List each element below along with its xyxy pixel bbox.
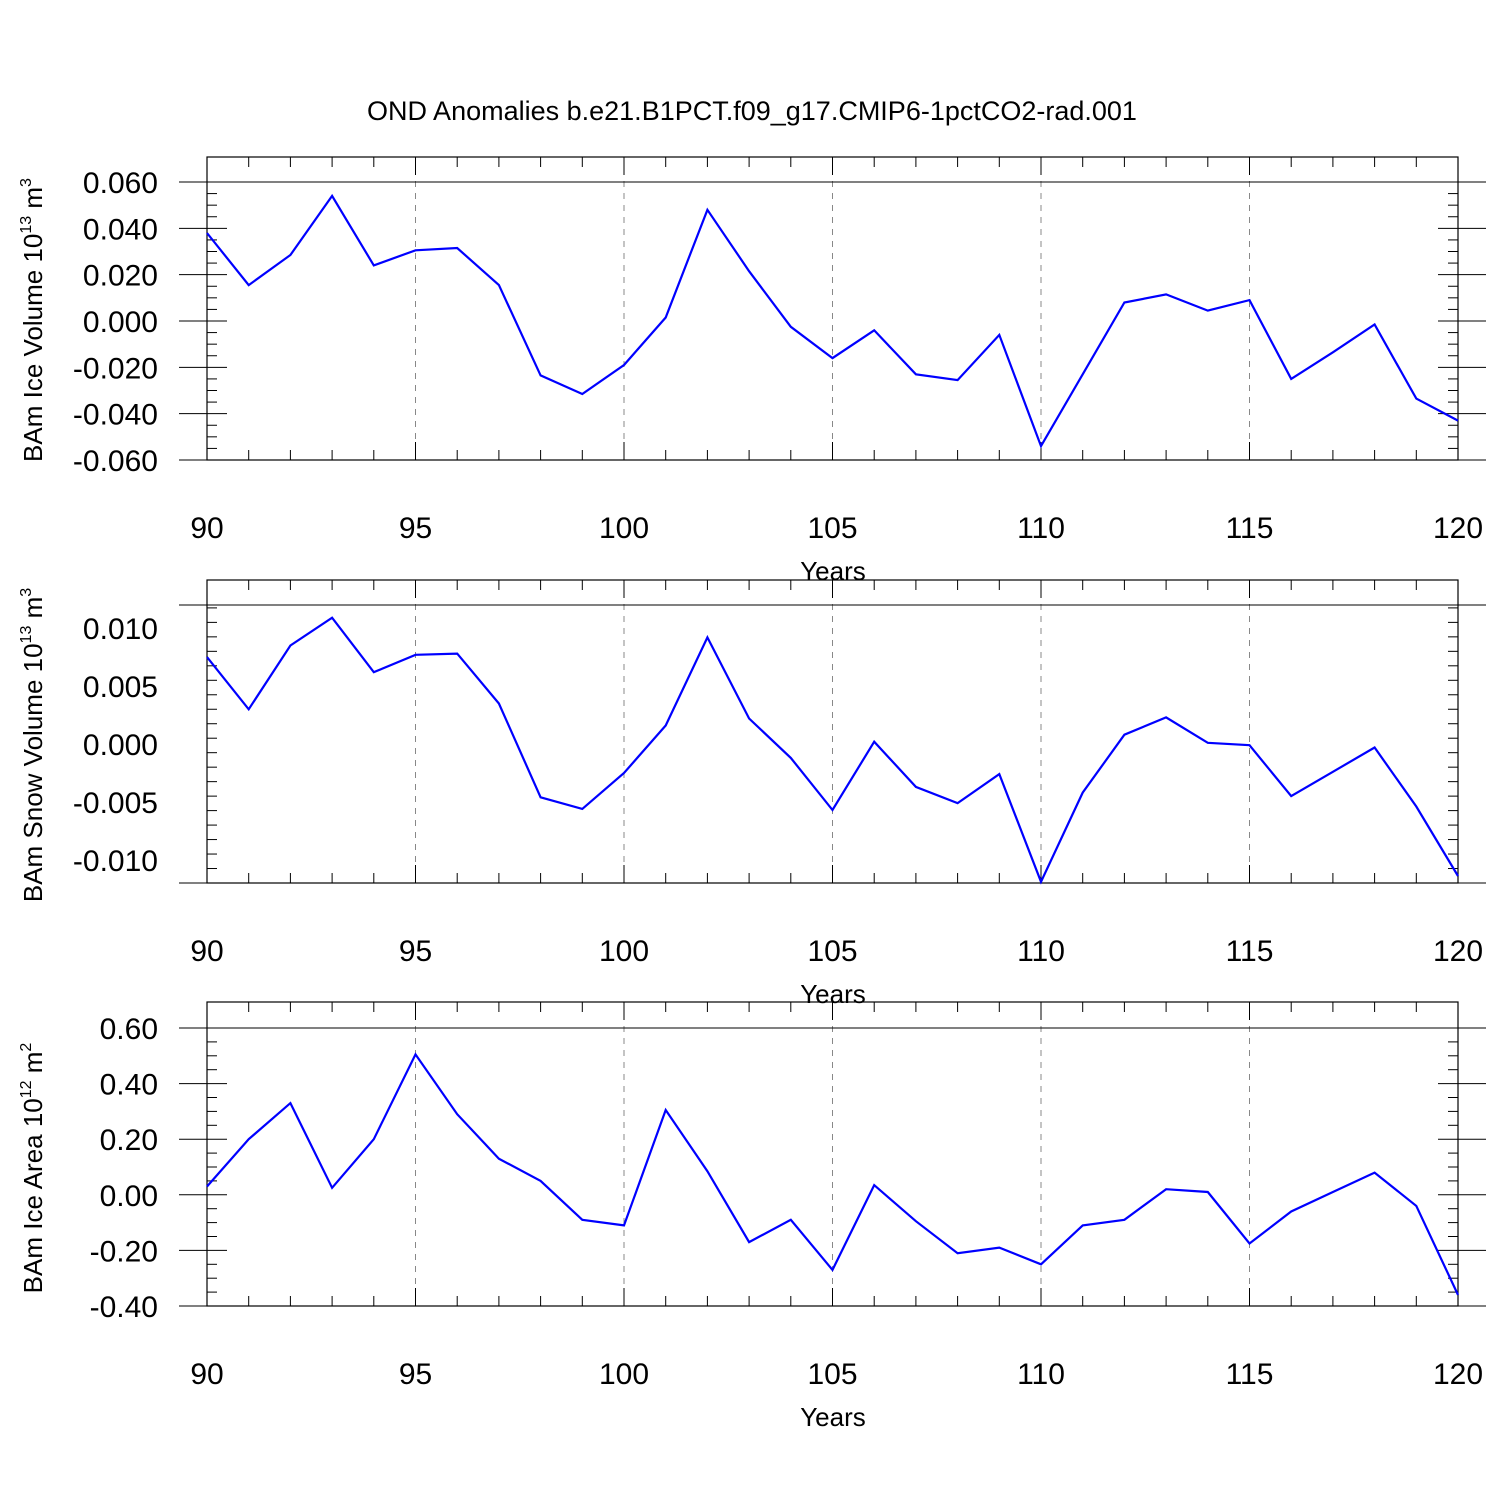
p1-xtick-label: 105 bbox=[807, 935, 857, 968]
p0-ytick-label: -0.040 bbox=[73, 399, 158, 432]
panel-ice-area: 90 95 100 105 110 115 120 Years -0.40 -0.20 0.00 0.… bbox=[18, 1001, 1486, 1432]
p0-ytick-label: 0.020 bbox=[83, 260, 158, 293]
p2-xtick-label: 95 bbox=[399, 1358, 432, 1391]
p0-xtick-label: 120 bbox=[1433, 512, 1483, 545]
panel-ice-volume: 90 95 100 105 110 115 120Years-0.060-0.040-0.0… bbox=[18, 156, 1486, 586]
p2-ytick-label: -0.40 bbox=[90, 1291, 158, 1324]
p1-ytick-label: 0.000 bbox=[83, 729, 158, 762]
p2-xtick-label: 115 bbox=[1226, 1358, 1274, 1391]
p2-ytick-label: 0.00 bbox=[100, 1180, 158, 1213]
p1-ytick-label: 0.010 bbox=[83, 613, 158, 646]
p2-ytick-label: -0.20 bbox=[90, 1235, 158, 1268]
p2-xtick-label: 100 bbox=[599, 1358, 649, 1391]
p1-xtick-label: 100 bbox=[599, 935, 649, 968]
p1-xtick-label: 95 bbox=[399, 935, 432, 968]
panel-snow-volume: 90 95 100 105 110 115 120Years-0.010-0.0050.00… bbox=[18, 579, 1486, 1009]
p1-xtick-label: 120 bbox=[1433, 935, 1483, 968]
chart-title: OND Anomalies b.e21.B1PCT.f09_g17.CMIP6-… bbox=[367, 96, 1137, 126]
p1-ytick-label: 0.005 bbox=[83, 671, 158, 704]
p0-ytick-label: -0.020 bbox=[73, 352, 158, 385]
p1-ytick-label: -0.005 bbox=[73, 787, 158, 820]
p0-xtick-label: 95 bbox=[399, 512, 432, 545]
p0-xtick-label: 105 bbox=[807, 512, 857, 545]
p1-xtick-label: 115 bbox=[1226, 935, 1274, 968]
p1-y-axis-label: BAm Snow Volume 1013 m3 bbox=[18, 588, 48, 902]
p0-ytick-label: -0.060 bbox=[73, 445, 158, 478]
p2-series-line bbox=[206, 1052, 1459, 1296]
p2-ytick-label: 0.20 bbox=[100, 1124, 158, 1157]
p2-xtick-label: 110 bbox=[1017, 1358, 1065, 1391]
p0-ytick-label: 0.040 bbox=[83, 213, 158, 246]
p1-ytick-label: -0.010 bbox=[73, 845, 158, 878]
p0-xtick-label: 110 bbox=[1017, 512, 1065, 545]
p2-ytick-label: 0.60 bbox=[100, 1013, 158, 1046]
p2-xtick-label: 120 bbox=[1433, 1358, 1483, 1391]
p2-xtick-label: 90 bbox=[190, 1358, 223, 1391]
p2-x-axis-label: Years bbox=[800, 1402, 866, 1432]
p2-plot-frame bbox=[206, 1001, 1459, 1307]
p0-xtick-label: 100 bbox=[599, 512, 649, 545]
p0-xtick-label: 90 bbox=[190, 512, 223, 545]
p0-series-line bbox=[206, 193, 1459, 449]
p0-xtick-label: 115 bbox=[1226, 512, 1274, 545]
p1-xtick-label: 90 bbox=[190, 935, 223, 968]
p2-y-axis-label: BAm Ice Area 1012 m2 bbox=[18, 1043, 48, 1294]
p1-series-line bbox=[206, 616, 1459, 885]
p0-ytick-label: 0.000 bbox=[83, 306, 158, 339]
p2-xtick-label: 105 bbox=[807, 1358, 857, 1391]
p1-xtick-label: 110 bbox=[1017, 935, 1065, 968]
p2-ytick-label: 0.40 bbox=[100, 1069, 158, 1102]
p0-y-axis-label: BAm Ice Volume 1013 m3 bbox=[18, 178, 48, 462]
p0-ytick-label: 0.060 bbox=[83, 167, 158, 200]
